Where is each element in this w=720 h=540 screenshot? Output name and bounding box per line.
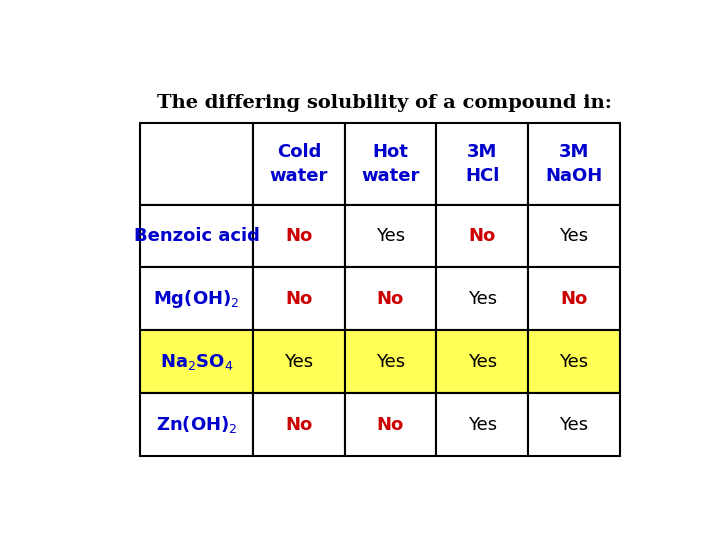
Text: Yes: Yes bbox=[559, 416, 588, 434]
Bar bbox=[528, 330, 620, 393]
Bar bbox=[528, 393, 620, 456]
Bar bbox=[345, 205, 436, 267]
Text: No: No bbox=[285, 416, 312, 434]
Bar bbox=[140, 393, 253, 456]
Text: No: No bbox=[377, 290, 404, 308]
Text: Yes: Yes bbox=[376, 353, 405, 370]
Text: Yes: Yes bbox=[559, 227, 588, 245]
Text: Yes: Yes bbox=[467, 290, 497, 308]
Bar bbox=[436, 330, 528, 393]
Bar bbox=[253, 267, 345, 330]
Bar bbox=[253, 205, 345, 267]
Bar bbox=[253, 330, 345, 393]
Text: 3M
HCl: 3M HCl bbox=[465, 143, 500, 185]
Text: No: No bbox=[377, 416, 404, 434]
Bar bbox=[140, 123, 253, 205]
Bar bbox=[140, 330, 253, 393]
Bar bbox=[345, 267, 436, 330]
Bar bbox=[436, 393, 528, 456]
Text: Zn(OH)$_2$: Zn(OH)$_2$ bbox=[156, 414, 238, 435]
Text: Yes: Yes bbox=[467, 416, 497, 434]
Bar bbox=[345, 330, 436, 393]
Bar bbox=[253, 393, 345, 456]
Text: Yes: Yes bbox=[559, 353, 588, 370]
Text: Cold
water: Cold water bbox=[269, 143, 328, 185]
Text: 3M
NaOH: 3M NaOH bbox=[545, 143, 603, 185]
Bar bbox=[345, 123, 436, 205]
Text: Yes: Yes bbox=[467, 353, 497, 370]
Bar bbox=[528, 205, 620, 267]
Text: The differing solubility of a compound in:: The differing solubility of a compound i… bbox=[157, 94, 612, 112]
Text: No: No bbox=[469, 227, 496, 245]
Text: Yes: Yes bbox=[284, 353, 313, 370]
Bar bbox=[528, 267, 620, 330]
Text: Benzoic acid: Benzoic acid bbox=[134, 227, 259, 245]
Text: No: No bbox=[285, 290, 312, 308]
Bar bbox=[140, 267, 253, 330]
Text: Mg(OH)$_2$: Mg(OH)$_2$ bbox=[153, 288, 240, 310]
Bar bbox=[528, 123, 620, 205]
Text: No: No bbox=[560, 290, 588, 308]
Bar bbox=[253, 123, 345, 205]
Bar bbox=[436, 205, 528, 267]
Bar bbox=[140, 205, 253, 267]
Text: No: No bbox=[285, 227, 312, 245]
Text: Yes: Yes bbox=[376, 227, 405, 245]
Text: Na$_2$SO$_4$: Na$_2$SO$_4$ bbox=[160, 352, 233, 372]
Text: Hot
water: Hot water bbox=[361, 143, 420, 185]
Bar bbox=[436, 267, 528, 330]
Bar bbox=[345, 393, 436, 456]
Bar bbox=[436, 123, 528, 205]
